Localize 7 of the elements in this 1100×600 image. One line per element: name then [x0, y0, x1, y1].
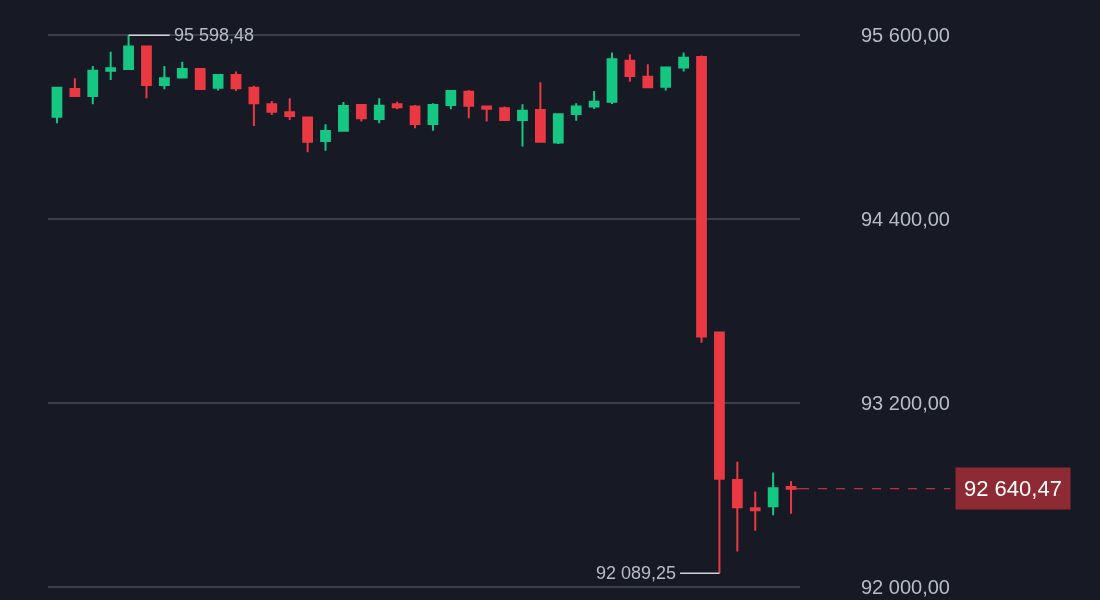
y-tick-label: 95 600,00 — [861, 23, 950, 46]
y-tick-label: 94 400,00 — [861, 207, 950, 230]
ref-line-label: 92 640,47 — [964, 476, 1062, 501]
y-tick-label: 93 200,00 — [861, 391, 950, 414]
y-tick-label: 92 000,00 — [861, 575, 950, 598]
annotation: 95 598,48 — [174, 25, 255, 45]
annotation: 92 089,25 — [596, 563, 677, 583]
